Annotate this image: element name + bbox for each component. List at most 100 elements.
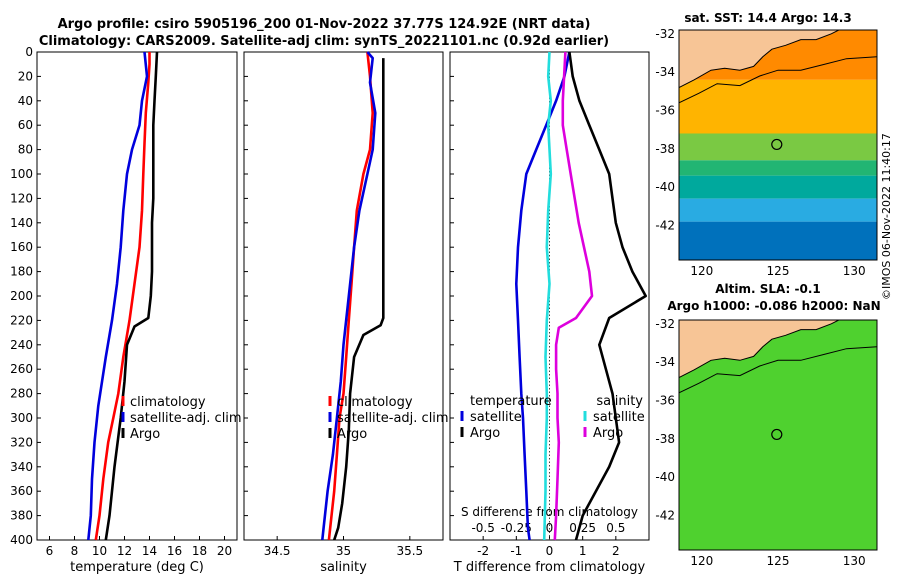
map-y-tick-label: -38 [655, 432, 675, 446]
y-tick-label: 200 [10, 289, 33, 303]
map-band [679, 79, 877, 134]
series-line-climatology [94, 52, 151, 541]
argo-location-marker [771, 138, 783, 151]
top-tick-label: -0.25 [501, 521, 532, 535]
y-tick-label: 120 [10, 191, 33, 205]
map-y-tick-label: -34 [655, 355, 675, 369]
series-line-satellite-adj-clim [87, 51, 149, 541]
legend-group-title: salinity [596, 394, 643, 409]
legend-label: climatology [130, 395, 206, 410]
series-line-salinity-argo [553, 51, 594, 541]
difference-profile-xlabel: T difference from climatology [453, 560, 646, 575]
map-x-tick-label: 120 [690, 554, 713, 568]
x-tick-label: 1 [579, 544, 587, 558]
map-band [679, 221, 877, 260]
salinity-profile-xlabel: salinity [320, 560, 367, 575]
sst-map-title: sat. SST: 14.4 Argo: 14.3 [684, 11, 851, 25]
y-tick-label: 220 [10, 313, 33, 327]
legend-label: satellite [593, 410, 645, 425]
map-y-tick-label: -42 [655, 219, 675, 233]
y-tick-label: 340 [10, 460, 33, 474]
x-tick-label: 0 [546, 544, 554, 558]
land-mass [679, 30, 877, 88]
x-tick-label: 18 [192, 544, 207, 558]
map-x-tick-label: 120 [690, 264, 713, 278]
series-line-argo [104, 51, 159, 541]
sla-map-panel: 120 125 130 -32 -34 -36 -38 -40 -42 Altim. SLA: -… [655, 282, 880, 568]
temperature-profile-xlabel: temperature (deg C) [70, 560, 204, 575]
map-band [679, 133, 877, 161]
x-tick-label: -2 [477, 544, 489, 558]
sst-map-panel: 120 125 130 -32 -34 -36 -38 -40 -42 sat. SST: 14.… [655, 11, 878, 278]
x-tick-label: 10 [92, 544, 107, 558]
argo-location-marker [771, 428, 783, 441]
y-tick-label: 0 [25, 45, 33, 59]
y-tick-label: 240 [10, 338, 33, 352]
map-x-tick-label: 125 [767, 554, 790, 568]
x-tick-label: 35 [336, 544, 351, 558]
series-line-temperature-argo [568, 51, 648, 541]
series-line-argo [332, 58, 385, 541]
map-y-tick-label: -40 [655, 180, 675, 194]
top-tick-label: 0.25 [569, 521, 596, 535]
legend-label: Argo [130, 427, 160, 442]
x-tick-label: 34.5 [264, 544, 291, 558]
legend-label: Argo [470, 426, 500, 441]
legend-label: satellite [470, 410, 522, 425]
map-band [679, 175, 877, 199]
map-y-tick-label: -38 [655, 142, 675, 156]
x-tick-label: 14 [142, 544, 157, 558]
legend-label: satellite-adj. clim [130, 411, 242, 426]
series-line-salinity-satellite [542, 51, 553, 541]
figure-title-line2: Climatology: CARS2009. Satellite-adj cli… [39, 34, 609, 49]
x-tick-label: 20 [217, 544, 232, 558]
sla-map-field [679, 320, 877, 550]
y-tick-label: 400 [10, 533, 33, 547]
land-mass [679, 320, 877, 378]
x-tick-label: 16 [167, 544, 182, 558]
y-tick-label: 140 [10, 216, 33, 230]
figure-title-line1: Argo profile: csiro 5905196_200 01-Nov-2… [58, 17, 591, 32]
salinity-profile-panel: 34.5 35 35.5 salinity climatologysatellite-a… [243, 51, 449, 575]
coastline [679, 30, 841, 88]
y-tick-label: 40 [18, 94, 33, 108]
top-axis-label: S difference from climatology [461, 505, 638, 519]
y-tick-label: 20 [18, 69, 33, 83]
salinity-profile-frame [243, 51, 444, 541]
y-tick-label: 300 [10, 411, 33, 425]
difference-profile-panel: -2 -1 0 1 2 T difference from climatology S di… [449, 51, 650, 575]
map-y-tick-label: -34 [655, 65, 675, 79]
legend-label: satellite-adj. clim [337, 411, 449, 426]
map-band [679, 198, 877, 222]
map-x-tick-label: 130 [843, 554, 866, 568]
x-tick-label: 6 [46, 544, 54, 558]
y-tick-label: 320 [10, 435, 33, 449]
y-tick-label: 60 [18, 118, 33, 132]
sla-map-subtitle: Argo h1000: -0.086 h2000: NaN [667, 299, 880, 313]
map-y-tick-label: -32 [655, 317, 675, 331]
coastline [679, 320, 841, 378]
y-tick-label: 360 [10, 484, 33, 498]
map-y-tick-label: -40 [655, 470, 675, 484]
map-y-tick-label: -36 [655, 394, 675, 408]
sla-map-title: Altim. SLA: -0.1 [715, 282, 821, 296]
sla-map-frame [678, 319, 878, 551]
series-line-satellite-adj-clim [321, 51, 377, 541]
depth-contour [679, 56, 877, 104]
x-tick-label: 12 [117, 544, 132, 558]
x-tick-label: 8 [71, 544, 79, 558]
y-tick-label: 180 [10, 265, 33, 279]
map-y-tick-label: -42 [655, 509, 675, 523]
x-tick-label: -1 [510, 544, 522, 558]
y-tick-label: 80 [18, 143, 33, 157]
y-tick-label: 160 [10, 240, 33, 254]
map-band [679, 160, 877, 176]
x-tick-label: 35.5 [396, 544, 423, 558]
top-tick-label: -0.5 [471, 521, 494, 535]
map-y-tick-label: -36 [655, 104, 675, 118]
imos-timestamp: ©IMOS 06-Nov-2022 11:40:17 [880, 133, 893, 300]
legend-label: Argo [337, 427, 367, 442]
legend-label: Argo [593, 426, 623, 441]
depth-contour [679, 346, 877, 394]
